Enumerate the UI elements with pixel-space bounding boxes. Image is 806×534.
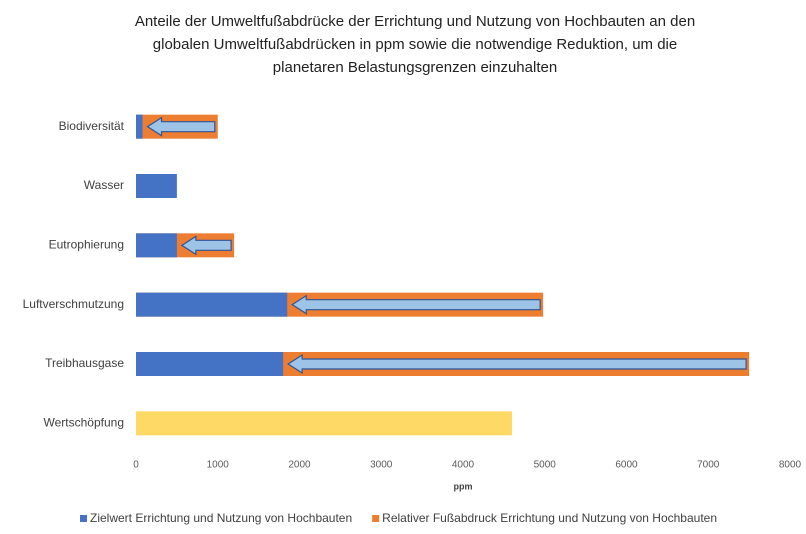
x-tick-label: 2000: [288, 460, 311, 471]
x-tick-label: 7000: [697, 460, 720, 471]
reduction-arrow: [291, 294, 541, 315]
legend-swatch: [80, 515, 87, 522]
x-tick-label: 8000: [779, 460, 802, 471]
bar: [136, 233, 177, 258]
x-tick-label: 6000: [615, 460, 638, 471]
chart-title: globalen Umweltfußabdrücken in ppm sowie…: [153, 36, 677, 53]
legend-label: Relativer Fußabdruck Errichtung und Nutz…: [382, 511, 717, 525]
y-tick-label: Eutrophierung: [49, 238, 124, 252]
y-tick-label: Treibhausgase: [45, 356, 124, 370]
reduction-arrow: [180, 235, 232, 256]
y-tick-label: Luftverschmutzung: [23, 297, 124, 311]
bar: [136, 114, 143, 139]
bar: [136, 174, 177, 198]
y-tick-label: Biodiversität: [59, 119, 125, 133]
x-axis-label: ppm: [454, 481, 473, 491]
chart-title: Anteile der Umweltfußabdrücke der Errich…: [135, 13, 695, 30]
bar: [136, 411, 513, 436]
bar: [136, 292, 288, 317]
reduction-arrow: [287, 353, 747, 375]
chart-title: planetaren Belastungsgrenzen einzuhalten: [273, 59, 557, 76]
y-tick-label: Wasser: [84, 178, 124, 192]
x-tick-label: 4000: [452, 460, 475, 471]
bar: [136, 352, 284, 376]
x-tick-label: 0: [133, 460, 139, 471]
x-tick-label: 1000: [207, 460, 230, 471]
legend-swatch: [372, 515, 380, 522]
x-tick-label: 3000: [370, 460, 393, 471]
y-tick-label: Wertschöpfung: [44, 416, 125, 430]
reduction-arrow: [146, 116, 216, 137]
legend-label: Zielwert Errichtung und Nutzung von Hoch…: [90, 511, 352, 525]
x-tick-label: 5000: [534, 460, 557, 471]
